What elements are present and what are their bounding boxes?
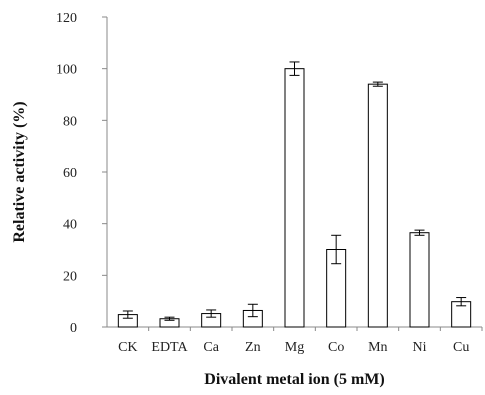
bar-mn [367, 83, 388, 328]
bar-mg [284, 68, 305, 328]
x-tick-label-ni: Ni [413, 340, 427, 355]
x-tick-label-ck: CK [118, 340, 137, 355]
y-axis: 0 20 40 60 80 100 120 [56, 11, 108, 336]
x-tick-label-co: Co [328, 340, 344, 355]
x-axis: CK EDTA Ca Zn Mg Co Mn Ni Cu [107, 326, 483, 355]
x-tick-label-edta: EDTA [151, 340, 188, 355]
y-tick-label: 60 [63, 166, 77, 181]
x-tick-label-ca: Ca [203, 340, 219, 355]
y-tick-label: 0 [70, 321, 77, 336]
x-tick-label-zn: Zn [245, 340, 261, 355]
y-tick-label: 20 [63, 269, 77, 284]
x-axis-title: Divalent metal ion (5 mM) [204, 371, 384, 388]
y-tick-label: 100 [56, 63, 77, 78]
x-tick-label-mn: Mn [368, 340, 387, 355]
bars-group [117, 61, 472, 328]
y-tick-label: 80 [63, 114, 77, 129]
y-tick-label: 120 [56, 11, 77, 26]
x-tick-label-cu: Cu [453, 340, 469, 355]
x-tick-label-mg: Mg [285, 340, 304, 355]
y-tick-label: 40 [63, 218, 77, 233]
y-axis-title: Relative activity (%) [11, 101, 28, 242]
bar-ni [409, 232, 430, 328]
